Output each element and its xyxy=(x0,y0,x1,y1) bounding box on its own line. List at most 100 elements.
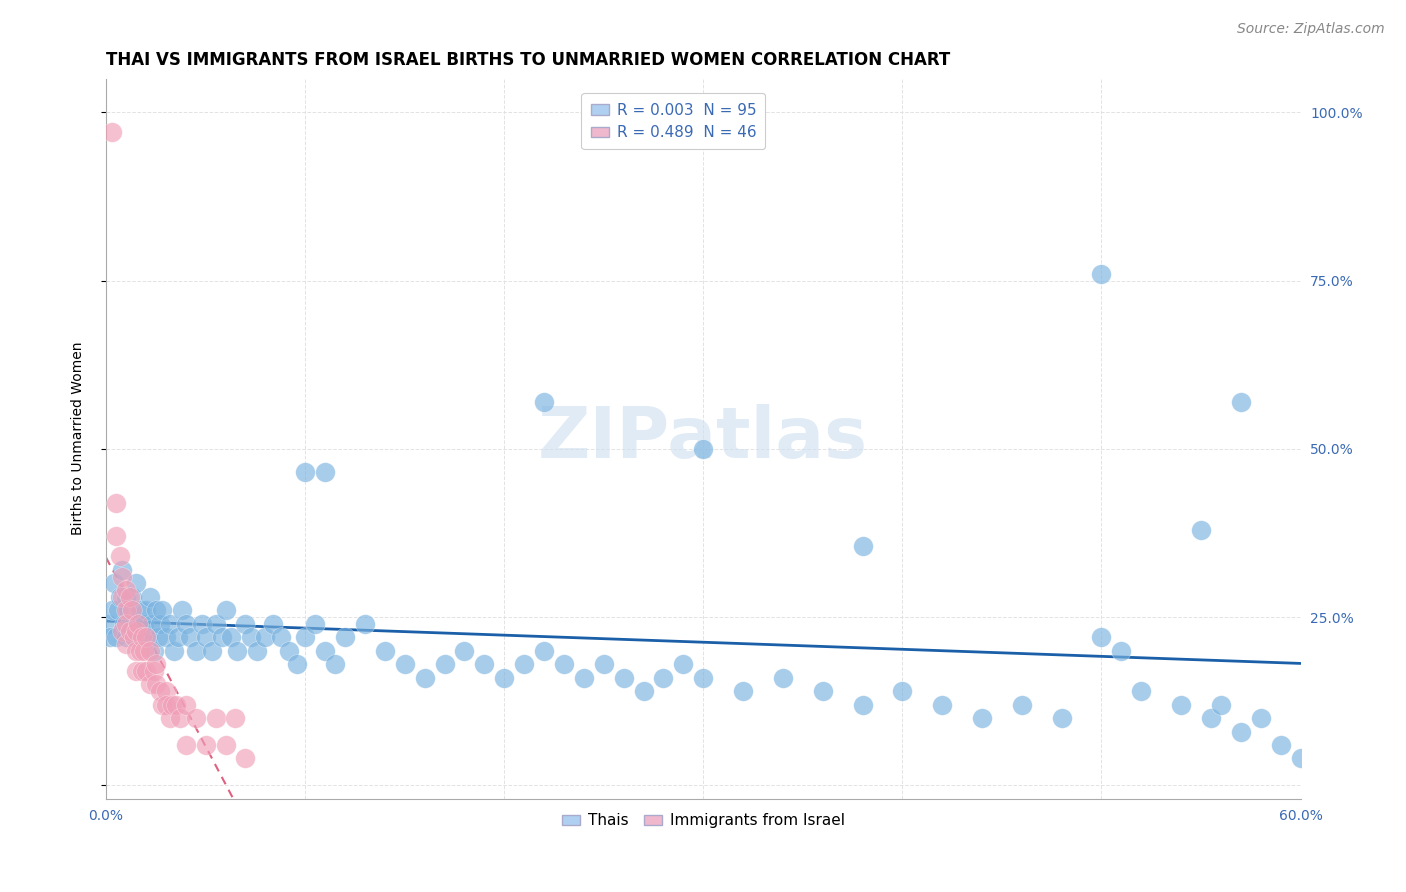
Point xyxy=(149,616,172,631)
Point xyxy=(1230,394,1253,409)
Point xyxy=(105,529,128,543)
Point xyxy=(166,630,188,644)
Point xyxy=(101,603,124,617)
Point xyxy=(1090,630,1112,644)
Point xyxy=(136,630,159,644)
Point xyxy=(294,630,316,644)
Point xyxy=(394,657,416,672)
Point xyxy=(1130,684,1153,698)
Point xyxy=(262,616,284,631)
Point xyxy=(333,630,356,644)
Point xyxy=(733,684,755,698)
Point xyxy=(118,590,141,604)
Point xyxy=(931,698,953,712)
Point xyxy=(145,677,167,691)
Point xyxy=(214,738,236,752)
Point xyxy=(103,576,125,591)
Point xyxy=(1250,711,1272,725)
Point xyxy=(513,657,536,672)
Point xyxy=(115,630,138,644)
Point xyxy=(772,671,794,685)
Point xyxy=(141,616,163,631)
Point xyxy=(533,394,555,409)
Point xyxy=(190,616,212,631)
Point xyxy=(122,630,145,644)
Point xyxy=(150,603,173,617)
Point xyxy=(174,698,197,712)
Point xyxy=(118,616,141,631)
Point xyxy=(115,603,138,617)
Point xyxy=(200,644,222,658)
Point xyxy=(235,616,257,631)
Point xyxy=(692,442,714,456)
Point xyxy=(304,616,326,631)
Point xyxy=(121,603,143,617)
Text: ZIPatlas: ZIPatlas xyxy=(538,404,869,473)
Point xyxy=(115,616,138,631)
Point xyxy=(132,616,155,631)
Point xyxy=(115,637,138,651)
Point xyxy=(135,630,157,644)
Point xyxy=(240,630,263,644)
Point xyxy=(98,630,121,644)
Point xyxy=(127,616,149,631)
Point xyxy=(1270,738,1292,752)
Point xyxy=(145,603,167,617)
Point xyxy=(131,630,153,644)
Point xyxy=(163,644,186,658)
Point xyxy=(1230,724,1253,739)
Point xyxy=(111,624,134,638)
Point xyxy=(204,711,226,725)
Point xyxy=(139,677,162,691)
Point xyxy=(314,466,336,480)
Point xyxy=(851,698,873,712)
Text: Source: ZipAtlas.com: Source: ZipAtlas.com xyxy=(1237,22,1385,37)
Point xyxy=(270,630,292,644)
Point xyxy=(214,603,236,617)
Point xyxy=(170,603,193,617)
Point xyxy=(179,630,201,644)
Point xyxy=(1050,711,1073,725)
Point xyxy=(125,576,148,591)
Point xyxy=(652,671,675,685)
Point xyxy=(494,671,516,685)
Point xyxy=(851,540,873,554)
Point xyxy=(139,590,162,604)
Point xyxy=(112,616,135,631)
Point xyxy=(111,590,134,604)
Point xyxy=(159,616,181,631)
Point xyxy=(1170,698,1192,712)
Point xyxy=(592,657,614,672)
Point xyxy=(413,671,436,685)
Point xyxy=(613,671,636,685)
Point xyxy=(127,616,149,631)
Point xyxy=(155,630,177,644)
Point xyxy=(254,630,277,644)
Point xyxy=(142,664,165,678)
Point xyxy=(285,657,308,672)
Point xyxy=(111,563,134,577)
Point xyxy=(1289,751,1312,765)
Point xyxy=(1011,698,1033,712)
Point xyxy=(633,684,655,698)
Point xyxy=(811,684,834,698)
Point xyxy=(294,466,316,480)
Point xyxy=(224,711,246,725)
Point xyxy=(117,603,139,617)
Text: THAI VS IMMIGRANTS FROM ISRAEL BIRTHS TO UNMARRIED WOMEN CORRELATION CHART: THAI VS IMMIGRANTS FROM ISRAEL BIRTHS TO… xyxy=(105,51,950,69)
Point xyxy=(115,590,138,604)
Y-axis label: Births to Unmarried Women: Births to Unmarried Women xyxy=(72,342,86,535)
Point xyxy=(108,549,131,564)
Point xyxy=(105,630,128,644)
Point xyxy=(131,630,153,644)
Legend: Thais, Immigrants from Israel: Thais, Immigrants from Israel xyxy=(555,807,851,834)
Point xyxy=(125,624,148,638)
Point xyxy=(891,684,914,698)
Point xyxy=(672,657,695,672)
Point xyxy=(169,711,191,725)
Point xyxy=(135,603,157,617)
Point xyxy=(135,664,157,678)
Point xyxy=(553,657,575,672)
Point xyxy=(1209,698,1232,712)
Point xyxy=(174,616,197,631)
